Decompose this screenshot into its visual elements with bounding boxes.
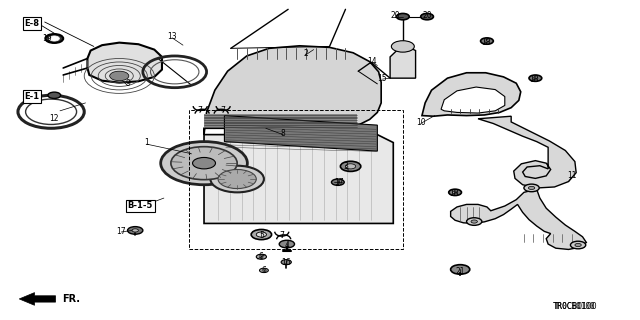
Circle shape	[467, 218, 482, 225]
Circle shape	[127, 227, 143, 234]
Circle shape	[524, 184, 540, 192]
Text: 18: 18	[529, 75, 538, 84]
Text: 11: 11	[567, 172, 577, 180]
Text: 10: 10	[416, 118, 426, 127]
Circle shape	[481, 38, 493, 44]
Text: 16: 16	[282, 258, 291, 267]
Circle shape	[533, 77, 538, 79]
Circle shape	[570, 241, 586, 249]
Circle shape	[332, 179, 344, 185]
Text: TR0CB0100: TR0CB0100	[554, 302, 596, 311]
Polygon shape	[390, 47, 415, 78]
Text: 18: 18	[481, 38, 490, 47]
Polygon shape	[225, 116, 378, 151]
Circle shape	[279, 240, 294, 248]
Circle shape	[529, 186, 535, 189]
Text: 13: 13	[167, 32, 177, 41]
Circle shape	[281, 260, 291, 265]
Circle shape	[48, 92, 61, 99]
Circle shape	[171, 147, 237, 180]
Circle shape	[451, 265, 470, 274]
Text: 2: 2	[303, 49, 308, 58]
Text: 20: 20	[390, 11, 400, 20]
Circle shape	[251, 229, 271, 240]
Circle shape	[132, 229, 138, 232]
Polygon shape	[88, 43, 162, 83]
Text: FR.: FR.	[62, 294, 80, 304]
Text: 4: 4	[284, 241, 289, 250]
Text: 14: 14	[367, 57, 377, 66]
Circle shape	[452, 191, 458, 194]
Text: 1: 1	[144, 138, 149, 147]
Circle shape	[45, 34, 63, 43]
Circle shape	[471, 220, 477, 223]
Circle shape	[575, 244, 581, 247]
Text: 15: 15	[378, 74, 387, 83]
Text: TR0CB0100: TR0CB0100	[552, 302, 597, 311]
Circle shape	[256, 232, 266, 237]
Text: 21: 21	[456, 267, 465, 276]
Circle shape	[449, 189, 461, 196]
Polygon shape	[204, 135, 394, 223]
Text: 6: 6	[259, 252, 264, 261]
Circle shape	[529, 75, 541, 81]
Circle shape	[18, 95, 84, 128]
Circle shape	[346, 164, 356, 169]
Circle shape	[193, 157, 216, 169]
Text: 17: 17	[334, 178, 344, 187]
Circle shape	[49, 36, 60, 41]
Text: B-1-5: B-1-5	[127, 202, 153, 211]
Text: 7: 7	[198, 106, 203, 115]
Text: 9: 9	[125, 79, 130, 88]
Circle shape	[340, 161, 361, 172]
Text: 7: 7	[279, 231, 284, 240]
Circle shape	[259, 268, 268, 273]
Polygon shape	[204, 114, 357, 128]
Polygon shape	[19, 292, 56, 305]
Circle shape	[218, 170, 256, 188]
Text: 17: 17	[116, 227, 126, 236]
Circle shape	[396, 13, 409, 20]
Polygon shape	[422, 73, 521, 116]
Polygon shape	[441, 87, 505, 113]
Bar	[189, 110, 403, 250]
Text: 20: 20	[422, 11, 432, 20]
Polygon shape	[451, 189, 586, 250]
Text: 8: 8	[281, 129, 285, 138]
Text: 3: 3	[343, 162, 348, 171]
Circle shape	[420, 13, 433, 20]
Text: E-8: E-8	[24, 19, 40, 28]
Circle shape	[161, 142, 247, 185]
Circle shape	[256, 254, 266, 259]
Circle shape	[392, 41, 414, 52]
Text: 6: 6	[262, 266, 266, 275]
Text: 18: 18	[449, 189, 459, 198]
Text: E-1: E-1	[24, 92, 40, 101]
Polygon shape	[478, 116, 576, 188]
Circle shape	[484, 40, 490, 42]
Text: 12: 12	[49, 114, 58, 123]
Circle shape	[211, 166, 264, 192]
Polygon shape	[204, 46, 381, 135]
Circle shape	[109, 71, 129, 81]
Text: 19: 19	[42, 34, 52, 43]
Text: 5: 5	[259, 231, 264, 240]
Text: 7: 7	[221, 106, 225, 115]
